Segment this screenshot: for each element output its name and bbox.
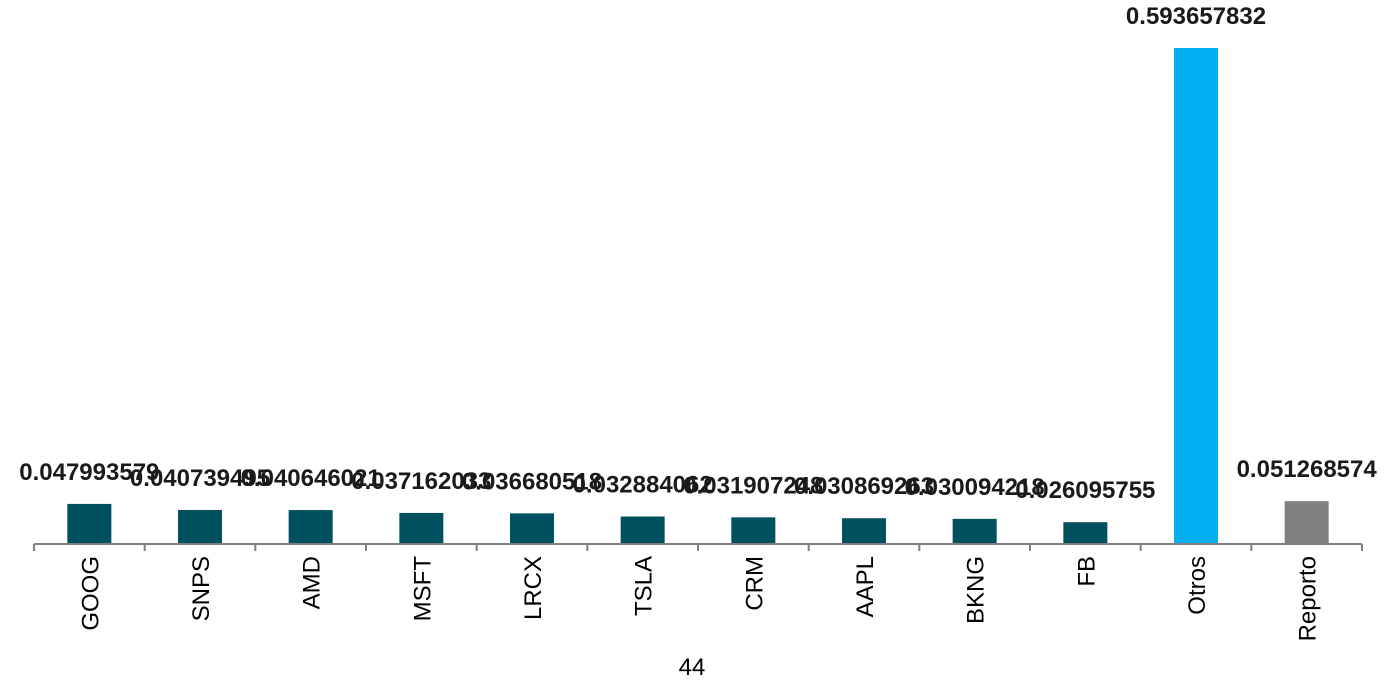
data-label-reporto: 0.051268574 [1237, 456, 1378, 483]
x-tick-label-amd: AMD [299, 556, 326, 609]
bar-amd [288, 510, 333, 544]
data-label-snps: 0.040739495 [130, 465, 270, 492]
x-tick-labels-group: GOOG SNPS AMD MSFT LRCX TSLA CRM AAPL BKNG FB Otro… [77, 556, 1321, 642]
bar-reporto [1284, 501, 1329, 544]
data-label-goog: 0.047993579 [19, 459, 159, 486]
bar-crm [731, 517, 776, 544]
data-label-bkng: 0.030094218 [905, 474, 1045, 501]
data-label-tsla: 0.032884062 [573, 472, 713, 499]
bar-aapl [842, 518, 886, 544]
x-tick-label-bkng: BKNG [963, 556, 990, 624]
x-tick-label-aapl: AAPL [852, 556, 879, 617]
bar-goog [67, 503, 112, 544]
bar-otros [1174, 48, 1218, 544]
data-label-crm: 0.031907248 [683, 472, 823, 499]
bar-fb [1063, 522, 1108, 544]
x-tick-label-lrcx: LRCX [520, 556, 547, 620]
bar-tsla [620, 516, 665, 544]
bar-msft [399, 512, 444, 544]
x-axis [33, 543, 1363, 551]
data-label-amd: 0.040646021 [241, 465, 381, 492]
bar-snps [178, 509, 222, 544]
data-label-fb: 0.026095755 [1015, 477, 1155, 504]
page-number: 44 [678, 654, 706, 681]
data-label-lrcx: 0.036680518 [462, 468, 602, 495]
x-tick-label-crm: CRM [741, 556, 768, 611]
data-label-otros: 0.593657832 [1126, 3, 1266, 30]
bar-bkng [952, 518, 997, 544]
data-labels-group: 0.0479935790.0407394950.0406460210.03716… [19, 3, 1377, 504]
x-tick-label-tsla: TSLA [631, 556, 658, 616]
data-label-msft: 0.037162033 [351, 468, 491, 495]
x-tick-label-reporto: Reporto [1295, 556, 1322, 641]
x-tick-label-goog: GOOG [77, 556, 104, 631]
x-tick-label-fb: FB [1073, 556, 1100, 587]
x-tick-label-snps: SNPS [188, 556, 215, 621]
bars-group [67, 48, 1329, 544]
data-label-aapl: 0.030869263 [794, 473, 934, 500]
x-tick-label-otros: Otros [1184, 556, 1211, 615]
x-tick-label-msft: MSFT [409, 556, 436, 622]
bar-lrcx [510, 513, 554, 544]
